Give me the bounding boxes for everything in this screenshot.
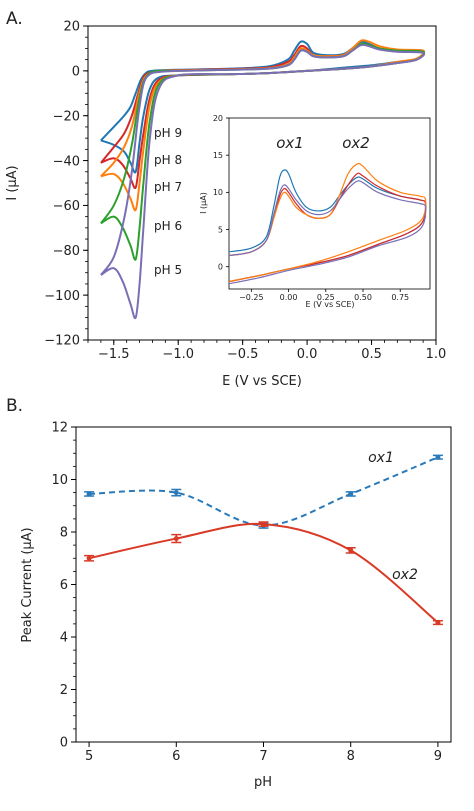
y-tick-label: −120 (44, 334, 80, 349)
x-tick-label: 0.0 (297, 347, 318, 362)
x-tick-label: 0.00 (280, 293, 298, 302)
data-point-ox2 (435, 620, 441, 626)
inset-ox1-label: ox1 (276, 134, 304, 152)
series-label-ph-9: pH 9 (154, 126, 182, 140)
y-tick-label: 0 (218, 263, 223, 272)
y-tick-label: 10 (51, 473, 68, 488)
data-point-ox2 (86, 555, 92, 561)
inset-curve-ph-7 (228, 162, 427, 283)
inset-ox2-label: ox2 (342, 134, 370, 152)
y-tick-label: 15 (213, 151, 223, 160)
series-label-ph-6: pH 6 (154, 219, 182, 233)
panel-a: A. −1.5 −1.0 −0.5 0.0 0.5 1.0 −120 −100 −80 −60 −4… (5, 9, 446, 389)
x-tick-label: 0.5 (361, 347, 382, 362)
panel-a-y-axis-label: I (μA) (5, 165, 20, 200)
inset-x-axis-label: E (V vs SCE) (305, 300, 354, 309)
cv-curve-ph-5 (100, 43, 426, 320)
x-tick-label: −0.25 (239, 293, 264, 302)
y-tick-label: 4 (60, 631, 68, 646)
y-tick-label: −20 (53, 109, 80, 124)
y-tick-label: −100 (44, 289, 80, 304)
x-tick-label: 0.50 (354, 293, 372, 302)
x-tick-label: 0.25 (317, 293, 335, 302)
y-tick-label: 0 (60, 736, 68, 751)
inset-curve-ph-8 (228, 172, 427, 283)
y-tick-label: −60 (53, 199, 80, 214)
inset-chart: −0.25 0.00 0.25 0.50 0.75 0 5 10 15 20 ox1 ox2 E … (199, 114, 431, 309)
y-tick-label: 10 (213, 188, 223, 197)
cv-curve-ph-9 (100, 40, 426, 174)
y-tick-label: 6 (60, 578, 68, 593)
series-line-ox2 (88, 522, 439, 624)
panel-b-ox1-label: ox1 (368, 450, 394, 466)
x-tick-label: 7 (259, 749, 267, 764)
y-tick-label: 2 (60, 683, 68, 698)
x-tick-label: 1.0 (426, 347, 447, 362)
data-point-ox2 (173, 536, 179, 542)
x-tick-label: 6 (172, 749, 180, 764)
y-tick-label: 20 (213, 114, 223, 123)
panel-a-series-labels: pH 9 pH 8 pH 7 pH 6 pH 5 (154, 126, 182, 277)
y-tick-label: 5 (218, 225, 223, 234)
y-tick-label: 8 (60, 526, 68, 541)
data-point-ox2 (261, 521, 266, 527)
panel-a-x-axis-label: E (V vs SCE) (222, 374, 302, 389)
inset-axes-frame (228, 117, 431, 290)
y-tick-label: 0 (72, 65, 80, 80)
x-tick-label: 9 (434, 749, 442, 764)
inset-curve-ph-5 (228, 180, 427, 285)
panel-a-series (100, 39, 426, 320)
y-tick-label: −80 (53, 244, 80, 259)
panel-a-ticks: −1.5 −1.0 −0.5 0.0 0.5 1.0 −120 −100 −80 −60 −40 −2… (44, 20, 446, 362)
series-label-ph-8: pH 8 (154, 153, 182, 167)
panel-a-label: A. (6, 9, 23, 29)
y-tick-label: 12 (51, 421, 68, 436)
panel-b: B. 5 6 7 8 9 0 2 4 6 8 10 12 pH Peak Current (μA) o… (6, 396, 452, 790)
y-tick-label: −40 (53, 154, 80, 169)
data-point-ox1 (173, 490, 179, 496)
panel-b-series (84, 454, 443, 626)
x-tick-label: 0.75 (391, 293, 409, 302)
inset-series (228, 162, 427, 285)
data-point-ox1 (435, 454, 441, 460)
x-tick-label: 8 (347, 749, 355, 764)
data-point-ox1 (86, 491, 92, 497)
inset-y-axis-label: I (μA) (199, 192, 208, 214)
panel-b-ox2-label: ox2 (392, 567, 418, 583)
x-tick-label: −1.5 (98, 347, 130, 362)
x-tick-label: −0.5 (227, 347, 259, 362)
panel-b-label: B. (6, 396, 23, 416)
y-tick-label: 20 (63, 20, 80, 35)
cv-curve-ph-6 (100, 42, 426, 261)
x-tick-label: 5 (85, 749, 93, 764)
panel-b-ticks: 5 6 7 8 9 0 2 4 6 8 10 12 (51, 421, 442, 764)
data-point-ox1 (348, 491, 354, 497)
data-point-ox2 (348, 547, 354, 553)
series-line-ox1 (89, 456, 439, 527)
panel-b-x-axis-label: pH (254, 775, 272, 790)
series-label-ph-7: pH 7 (154, 180, 182, 194)
panel-b-y-axis-label: Peak Current (μA) (20, 527, 35, 642)
inset-ticks: −0.25 0.00 0.25 0.50 0.75 0 5 10 15 20 (213, 114, 409, 302)
x-tick-label: −1.0 (162, 347, 194, 362)
series-label-ph-5: pH 5 (154, 263, 182, 277)
